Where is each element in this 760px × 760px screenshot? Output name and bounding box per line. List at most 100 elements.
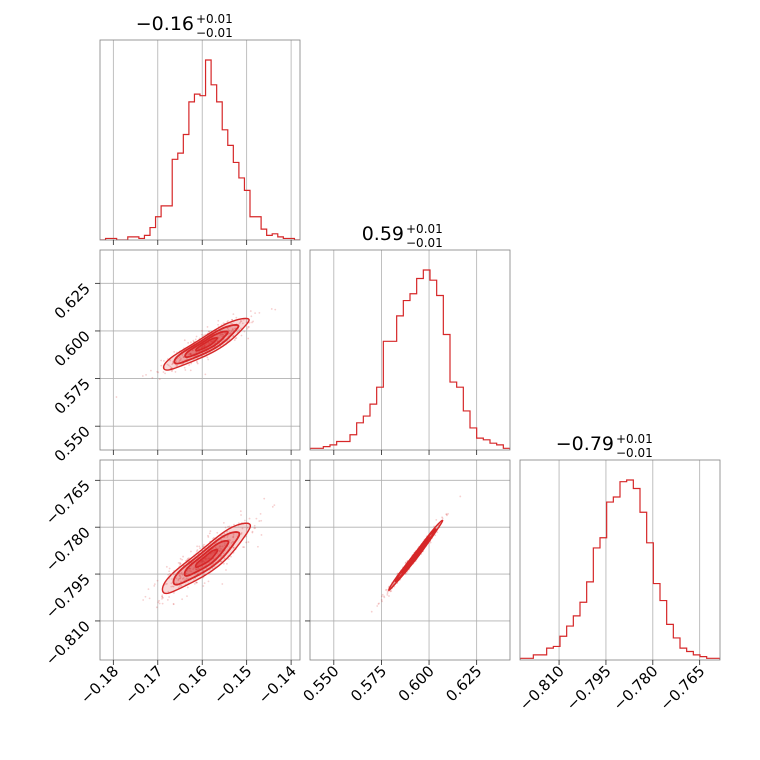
sample-point: [204, 558, 207, 561]
sample-point: [182, 577, 185, 579]
sample-point: [207, 536, 210, 538]
sample-point: [160, 359, 163, 362]
sample-point: [179, 562, 182, 565]
sample-point: [238, 328, 241, 331]
sample-point: [219, 334, 221, 337]
sample-point: [381, 600, 383, 603]
yticklabel-1-3: 0.625: [51, 279, 94, 322]
sample-point: [228, 538, 230, 541]
sample-point: [185, 578, 187, 581]
sample-point: [202, 585, 205, 587]
sample-point: [370, 610, 373, 613]
sample-point: [189, 352, 192, 355]
sample-point: [200, 566, 203, 569]
sample-point: [203, 582, 206, 585]
sample-point: [218, 545, 221, 547]
sample-point: [211, 563, 214, 566]
sample-point: [231, 318, 234, 321]
sample-point: [207, 580, 210, 583]
sample-point: [227, 525, 229, 528]
sample-point: [220, 539, 223, 542]
frame-diag-0: [99, 39, 301, 241]
sample-point: [445, 513, 448, 516]
sample-point: [187, 342, 190, 344]
sample-point: [222, 552, 225, 555]
sample-point: [219, 547, 222, 550]
sample-point: [187, 353, 190, 356]
sample-point: [172, 603, 175, 606]
sample-point: [201, 330, 203, 332]
sample-point: [190, 353, 193, 356]
sample-point: [231, 318, 233, 321]
sample-point: [226, 562, 228, 565]
sample-point: [182, 356, 185, 358]
sample-point: [190, 362, 192, 365]
sample-point: [214, 546, 217, 549]
sample-point: [202, 345, 205, 348]
sample-point: [180, 571, 183, 574]
sample-point: [224, 526, 227, 529]
sample-point: [231, 328, 234, 331]
sample-point: [207, 534, 209, 537]
title-median-0: −0.16: [136, 13, 194, 35]
sample-point: [228, 333, 231, 335]
sample-point: [158, 602, 161, 605]
sample-point: [240, 532, 243, 534]
sample-point: [172, 585, 175, 588]
sample-point: [216, 531, 219, 534]
sample-point: [179, 576, 182, 579]
sample-point: [172, 603, 175, 605]
sample-point: [233, 339, 236, 341]
sample-point: [162, 359, 165, 362]
sample-point: [164, 583, 167, 585]
xticklabel-1-3: 0.625: [442, 662, 485, 705]
sample-point: [195, 568, 198, 571]
sample-point: [203, 560, 205, 563]
sample-point: [434, 534, 437, 537]
sample-point: [380, 595, 383, 598]
sample-point: [259, 512, 262, 515]
title-plus-0: +0.01: [196, 12, 233, 26]
sample-point: [165, 565, 168, 568]
sample-point: [162, 371, 165, 373]
sample-point: [233, 523, 235, 526]
sample-point: [181, 573, 184, 576]
sample-point: [160, 364, 163, 367]
sample-point: [235, 337, 238, 339]
sample-point: [179, 557, 182, 560]
sample-point: [189, 567, 192, 570]
sample-point: [171, 370, 173, 373]
sample-point: [170, 585, 173, 588]
sample-point: [205, 343, 207, 346]
sample-point: [153, 583, 156, 586]
yticklabel-2-2: −0.780: [42, 523, 94, 575]
sample-point: [151, 376, 154, 379]
sample-point: [218, 550, 221, 552]
sample-point: [257, 545, 259, 548]
sample-point: [191, 349, 194, 352]
sample-point: [436, 531, 439, 534]
sample-point: [247, 541, 250, 543]
sample-point: [378, 602, 380, 605]
sample-point: [445, 513, 448, 516]
yticklabel-1-1: 0.575: [51, 375, 94, 418]
contour-pair-0-2-3: [194, 548, 219, 568]
sample-point: [203, 345, 206, 348]
sample-point: [377, 603, 380, 605]
sample-point: [210, 340, 213, 343]
sample-point: [208, 532, 211, 535]
sample-point: [171, 360, 174, 363]
sample-point: [224, 544, 226, 547]
sample-point: [250, 315, 253, 318]
sample-point: [202, 560, 205, 563]
sample-point: [228, 525, 231, 528]
sample-point: [243, 330, 246, 333]
sample-point: [447, 512, 449, 515]
yticklabel-2-3: −0.765: [42, 476, 94, 528]
sample-point: [180, 572, 183, 575]
sample-point: [186, 595, 188, 598]
sample-point: [234, 327, 236, 330]
sample-point: [181, 354, 184, 356]
sample-point: [376, 605, 379, 607]
sample-point: [200, 333, 203, 336]
